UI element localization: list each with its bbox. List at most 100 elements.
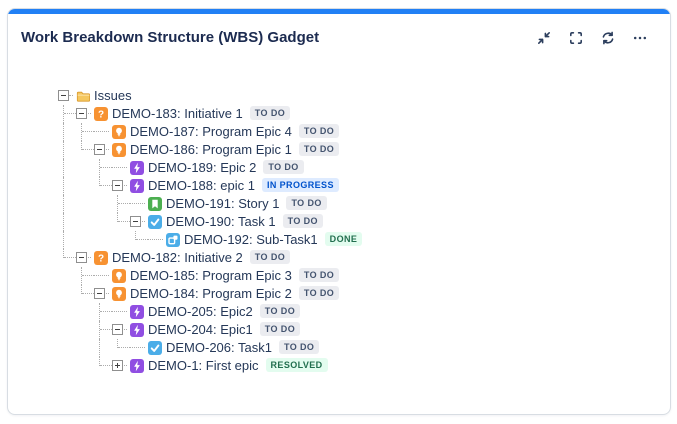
epic-icon [130,179,144,193]
program-epic-icon [112,143,126,157]
folder-icon [76,89,90,103]
tree-guide-blank [58,267,76,285]
tree-guide-blank [76,195,94,213]
expander-toggle[interactable] [112,357,130,375]
tree-guides [58,321,112,339]
tree-guides [58,303,112,321]
issue-link[interactable]: DEMO-187: Program Epic 4 [130,124,292,139]
expander-toggle[interactable] [94,141,112,159]
tree-guide-line [58,123,76,141]
issue-link[interactable]: DEMO-206: Task1 [166,340,272,355]
tree-guide-line [94,339,112,357]
tree-guide-blank [76,177,94,195]
minimize-button[interactable] [536,30,552,46]
issue-link[interactable]: DEMO-190: Task 1 [166,214,276,229]
issue-link[interactable]: DEMO-205: Epic2 [148,304,253,319]
status-badge: TO DO [298,286,340,300]
status-badge: TO DO [286,196,327,210]
tree-row: DEMO-182: Initiative 2 TO DO [58,249,670,267]
status-badge: TO DO [263,160,304,174]
tree-guide-blank [76,357,94,375]
tree-row: DEMO-184: Program Epic 2 TO DO [58,285,670,303]
tree-guide-tee [94,321,112,339]
tree-guides [58,177,112,195]
story-icon [148,197,162,211]
issue-link[interactable]: DEMO-186: Program Epic 1 [130,142,292,157]
subtask-icon [166,233,180,247]
program-epic-icon [112,287,126,301]
tree-guide-blank [76,303,94,321]
expander-toggle[interactable] [58,87,76,105]
expander-toggle[interactable] [112,177,130,195]
status-badge: TO DO [282,214,323,228]
tree-row: DEMO-206: Task1 TO DO [58,339,670,357]
tree-row: DEMO-204: Epic1 TO DO [58,321,670,339]
tree-guide-line [58,159,76,177]
expander-toggle[interactable] [130,213,148,231]
tree-guide-corner [76,285,94,303]
fullscreen-button[interactable] [568,30,584,46]
status-badge: TO DO [249,106,291,120]
task-icon [148,341,162,355]
tree-guide-corner [76,141,94,159]
status-badge: TO DO [298,268,340,282]
more-icon [632,30,648,46]
status-badge: TO DO [259,322,301,336]
expander-toggle[interactable] [76,105,94,123]
more-button[interactable] [632,30,648,46]
tree-guides [58,141,94,159]
tree-row: DEMO-205: Epic2 TO DO [58,303,670,321]
tree-guide-tee [94,159,112,177]
tree-guide-line [58,141,76,159]
issue-link[interactable]: DEMO-184: Program Epic 2 [130,286,292,301]
tree-guide-blank [58,357,76,375]
status-badge: TO DO [298,124,340,138]
tree-row: DEMO-192: Sub-Task1 DONE [58,231,670,249]
collapse-minus-icon [130,216,141,227]
tree-guides [58,123,94,141]
tree-row: DEMO-189: Epic 2 TO DO [58,159,670,177]
issue-link[interactable]: DEMO-204: Epic1 [148,322,253,337]
tree-guide-line [58,231,76,249]
refresh-button[interactable] [600,30,616,46]
tree-guide-line [58,213,76,231]
tree-guides [58,213,130,231]
collapse-minus-icon [76,108,87,119]
tree-row: DEMO-191: Story 1 TO DO [58,195,670,213]
epic-icon [130,161,144,175]
issue-link[interactable]: DEMO-183: Initiative 1 [112,106,243,121]
tree-guide-blank [58,285,76,303]
refresh-icon [600,30,616,46]
issue-link[interactable]: DEMO-189: Epic 2 [148,160,257,175]
tree-row: DEMO-190: Task 1 TO DO [58,213,670,231]
issue-link[interactable]: DEMO-191: Story 1 [166,196,280,211]
status-badge: DONE [324,232,363,246]
initiative-icon [94,107,108,121]
issue-link[interactable]: DEMO-192: Sub-Task1 [184,232,318,247]
expander-toggle[interactable] [112,321,130,339]
tree-row: DEMO-1: First epic RESOLVED [58,357,670,375]
issue-link[interactable]: Issues [94,88,132,103]
collapse-minus-icon [94,288,105,299]
status-badge: TO DO [278,340,320,354]
gadget-title: Work Breakdown Structure (WBS) Gadget [21,29,320,46]
tree-guide-blank [94,195,112,213]
tree-guide-corner [94,357,112,375]
tree-connector [94,267,112,285]
tree-guide-blank [94,231,112,249]
tree-row: DEMO-188: epic 1 IN PROGRESS [58,177,670,195]
tree-guides [58,249,76,267]
tree-connector [112,303,130,321]
issue-link[interactable]: DEMO-188: epic 1 [148,178,255,193]
expander-toggle[interactable] [94,285,112,303]
gadget-actions [536,30,648,46]
expander-toggle[interactable] [76,249,94,267]
tree-guide-corner [58,249,76,267]
gadget-accent-bar [8,9,670,14]
issue-link[interactable]: DEMO-182: Initiative 2 [112,250,243,265]
fullscreen-icon [568,30,584,46]
issue-link[interactable]: DEMO-185: Program Epic 3 [130,268,292,283]
issue-link[interactable]: DEMO-1: First epic [148,358,259,373]
tree-guide-blank [112,231,130,249]
status-badge: TO DO [298,142,340,156]
